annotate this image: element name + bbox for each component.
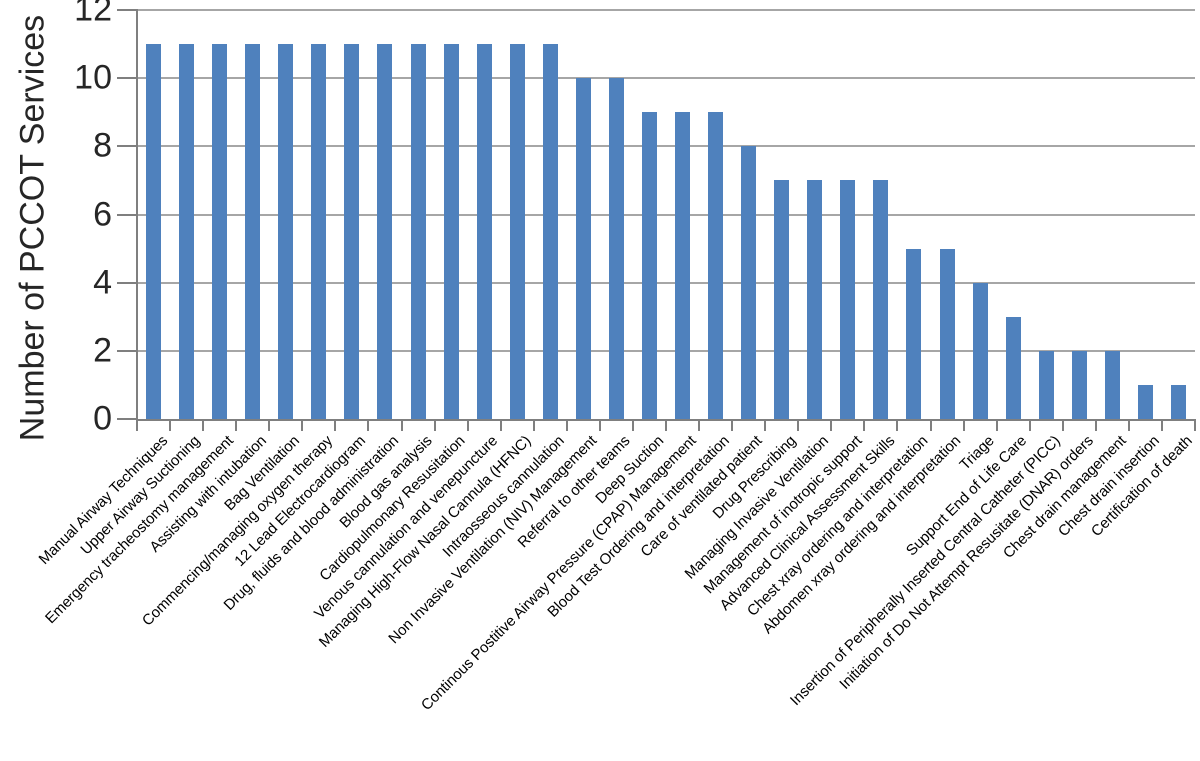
- y-tick-label: 0: [93, 399, 112, 438]
- bar: [311, 44, 327, 419]
- bar: [807, 180, 823, 419]
- gridline: [137, 9, 1195, 11]
- y-axis-title: Number of PCCOT Services: [13, 14, 52, 442]
- y-tick-label: 4: [93, 262, 112, 301]
- bar: [708, 112, 724, 419]
- gridline: [137, 213, 1195, 216]
- x-tick-mark: [598, 421, 601, 431]
- bar: [873, 180, 889, 419]
- gridline: [137, 145, 1195, 148]
- x-tick-mark: [466, 421, 469, 431]
- bar: [179, 44, 195, 419]
- x-tick-mark: [565, 421, 568, 431]
- bar: [1170, 384, 1186, 419]
- y-tick-mark: [117, 145, 137, 148]
- x-tick-mark: [863, 421, 866, 431]
- bar: [377, 44, 393, 419]
- x-tick-mark: [235, 421, 238, 431]
- y-axis-line: [136, 9, 138, 421]
- x-tick-mark: [698, 421, 701, 431]
- x-tick-mark: [797, 421, 800, 431]
- bar: [1005, 316, 1021, 419]
- bar: [608, 78, 624, 419]
- bar: [1071, 350, 1087, 419]
- bar: [939, 248, 955, 419]
- x-tick-mark: [169, 421, 172, 431]
- x-tick-mark: [1127, 421, 1130, 431]
- x-tick-mark: [1160, 421, 1163, 431]
- bar: [675, 112, 691, 419]
- bar: [1104, 350, 1120, 419]
- bar: [575, 78, 591, 419]
- bar: [212, 44, 228, 419]
- gridline: [137, 281, 1195, 284]
- x-tick-mark: [1028, 421, 1031, 431]
- gridline: [137, 349, 1195, 352]
- y-tick-mark: [117, 77, 137, 80]
- x-tick-mark: [631, 421, 634, 431]
- x-tick-mark: [268, 421, 271, 431]
- y-tick-label: 8: [93, 126, 112, 165]
- bar: [906, 248, 922, 419]
- x-tick-mark: [1194, 421, 1196, 431]
- bar: [443, 44, 459, 419]
- bar: [641, 112, 657, 419]
- bar: [741, 146, 757, 419]
- x-tick-mark: [202, 421, 205, 431]
- y-tick-label: 12: [74, 0, 112, 29]
- x-tick-mark: [433, 421, 436, 431]
- x-tick-mark: [499, 421, 502, 431]
- x-tick-mark: [731, 421, 734, 431]
- bar: [509, 44, 525, 419]
- bar: [476, 44, 492, 419]
- x-tick-mark: [962, 421, 965, 431]
- bar: [344, 44, 360, 419]
- bar: [774, 180, 790, 419]
- bar: [972, 282, 988, 419]
- y-tick-mark: [117, 281, 137, 284]
- y-tick-mark: [117, 349, 137, 352]
- x-tick-mark: [830, 421, 833, 431]
- y-tick-label: 6: [93, 194, 112, 233]
- x-tick-mark: [929, 421, 932, 431]
- bar: [410, 44, 426, 419]
- y-tick-label: 2: [93, 331, 112, 370]
- x-tick-mark: [896, 421, 899, 431]
- bar: [1137, 384, 1153, 419]
- bar: [1038, 350, 1054, 419]
- x-tick-mark: [334, 421, 337, 431]
- x-axis-line: [136, 419, 1196, 421]
- y-tick-label: 10: [74, 58, 112, 97]
- x-tick-mark: [1061, 421, 1064, 431]
- x-tick-mark: [532, 421, 535, 431]
- x-tick-mark: [400, 421, 403, 431]
- x-tick-mark: [136, 421, 138, 431]
- y-tick-mark: [117, 213, 137, 216]
- x-tick-mark: [995, 421, 998, 431]
- x-tick-mark: [764, 421, 767, 431]
- gridline: [137, 77, 1195, 80]
- bar: [278, 44, 294, 419]
- x-tick-mark: [665, 421, 667, 431]
- y-tick-mark: [117, 418, 137, 420]
- bar: [245, 44, 261, 419]
- x-tick-mark: [301, 421, 304, 431]
- bar: [542, 44, 558, 419]
- bar: [840, 180, 856, 419]
- x-tick-mark: [1094, 421, 1097, 431]
- x-tick-mark: [367, 421, 370, 431]
- bar: [146, 44, 162, 419]
- y-tick-mark: [117, 9, 137, 11]
